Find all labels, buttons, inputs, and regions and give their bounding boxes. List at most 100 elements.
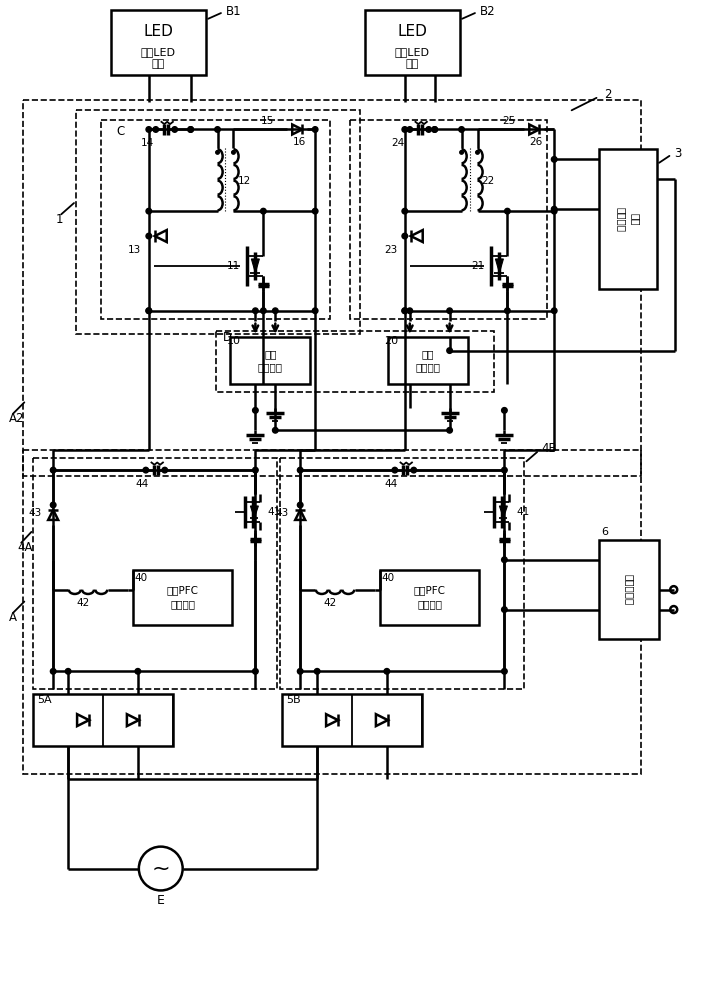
Text: LED: LED [143,24,173,39]
Text: A2: A2 [9,412,25,425]
Circle shape [216,151,219,154]
Bar [388,337,467,384]
Circle shape [297,502,303,508]
Polygon shape [529,124,539,134]
Text: 第二
控制电路: 第二 控制电路 [415,349,440,372]
Circle shape [162,467,167,473]
Text: 25: 25 [503,116,516,126]
Bar [231,337,310,384]
Text: 第二LED: 第二LED [395,47,430,57]
Bar [280,458,524,689]
Circle shape [153,127,159,132]
Circle shape [426,127,432,132]
Text: 6: 6 [601,527,608,537]
Text: ~: ~ [151,859,170,879]
Text: 第一LED: 第一LED [141,47,176,57]
Text: 44: 44 [135,479,148,489]
Circle shape [502,669,507,674]
Polygon shape [376,714,388,726]
Circle shape [297,467,303,473]
Circle shape [447,348,453,353]
Circle shape [252,669,258,674]
Circle shape [135,669,141,674]
Circle shape [312,208,318,214]
Text: 2: 2 [604,88,612,101]
Text: B2: B2 [479,5,495,18]
Bar [23,100,641,476]
Polygon shape [292,124,302,134]
Text: 42: 42 [323,598,337,608]
Circle shape [551,308,557,314]
Bar [216,331,494,392]
Circle shape [670,606,677,613]
Text: 43: 43 [29,508,42,518]
Circle shape [273,308,278,314]
Text: 14: 14 [141,138,155,148]
Text: B1: B1 [226,5,241,18]
Circle shape [505,308,510,314]
Bar [283,694,422,746]
Circle shape [188,127,193,132]
Polygon shape [127,714,139,726]
Circle shape [502,467,507,473]
Circle shape [432,127,437,132]
Text: 43: 43 [276,508,289,518]
Circle shape [402,233,408,239]
Text: A: A [9,611,18,624]
Circle shape [172,127,177,132]
Circle shape [146,127,152,132]
Text: 13: 13 [128,245,141,255]
Text: 41: 41 [516,507,529,517]
Bar [599,540,659,639]
Circle shape [407,127,413,132]
Text: 26: 26 [529,137,543,147]
Text: 调光电路部: 调光电路部 [624,574,634,605]
Circle shape [384,669,389,674]
Circle shape [402,208,408,214]
Text: 光源: 光源 [406,59,419,69]
Text: 15: 15 [261,116,274,126]
Circle shape [459,127,465,132]
Circle shape [51,669,56,674]
Text: 20: 20 [384,336,398,346]
Circle shape [261,208,266,214]
Circle shape [460,151,463,154]
Circle shape [297,669,303,674]
Circle shape [51,502,56,508]
Text: 5B: 5B [286,695,301,705]
Circle shape [502,607,507,612]
Polygon shape [411,230,423,242]
Text: 42: 42 [77,598,90,608]
Text: 异常
检测电路: 异常 检测电路 [616,207,640,232]
Polygon shape [326,714,338,726]
Text: 11: 11 [227,261,240,271]
Text: 16: 16 [292,137,306,147]
Circle shape [143,467,148,473]
Text: 光源: 光源 [152,59,165,69]
Circle shape [551,157,557,162]
Circle shape [402,308,408,314]
Circle shape [407,308,413,314]
Text: 12: 12 [238,176,251,186]
Polygon shape [252,259,259,273]
Circle shape [252,467,258,473]
Circle shape [314,669,320,674]
Bar [350,120,547,319]
Circle shape [232,151,236,154]
Bar [33,458,277,689]
Text: 4B: 4B [541,442,557,455]
Circle shape [476,151,479,154]
Circle shape [146,308,152,314]
Bar [380,570,479,625]
Text: 第一
控制电路: 第一 控制电路 [258,349,283,372]
Circle shape [252,308,258,314]
Text: 44: 44 [385,479,397,489]
Circle shape [252,408,258,413]
Text: 第一PFC
控制电路: 第一PFC 控制电路 [167,586,199,609]
Text: 第二PFC
控制电路: 第二PFC 控制电路 [413,586,446,609]
Polygon shape [295,510,305,520]
Circle shape [214,127,220,132]
Circle shape [312,127,318,132]
Text: 5A: 5A [37,695,52,705]
Circle shape [502,557,507,563]
